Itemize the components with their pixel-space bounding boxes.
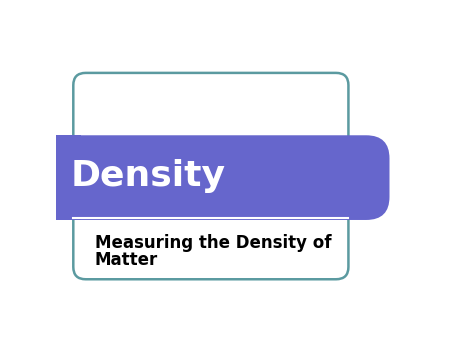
Bar — [56, 135, 81, 220]
Text: Matter: Matter — [95, 251, 158, 269]
FancyBboxPatch shape — [73, 73, 348, 279]
Text: Measuring the Density of: Measuring the Density of — [95, 234, 332, 252]
Text: Density: Density — [70, 159, 225, 193]
FancyBboxPatch shape — [56, 135, 390, 220]
